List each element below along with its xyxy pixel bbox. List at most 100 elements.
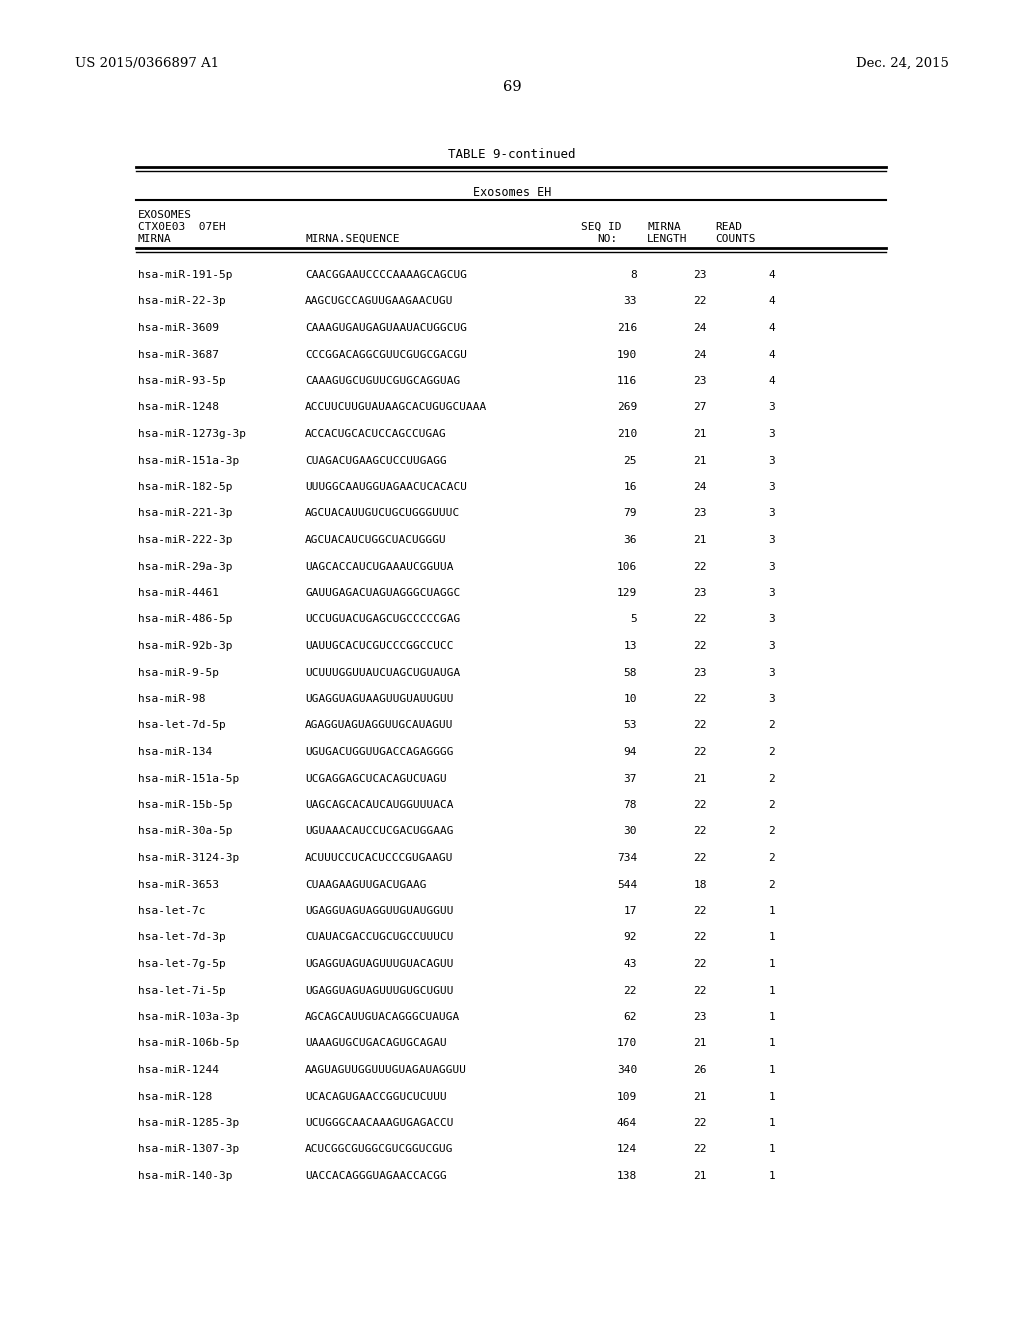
Text: Exosomes EH: Exosomes EH: [473, 186, 551, 199]
Text: 22: 22: [693, 906, 707, 916]
Text: CAAAGUGAUGAGUAAUACUGGCUG: CAAAGUGAUGAGUAAUACUGGCUG: [305, 323, 467, 333]
Text: hsa-miR-222-3p: hsa-miR-222-3p: [138, 535, 232, 545]
Text: 340: 340: [616, 1065, 637, 1074]
Text: hsa-miR-92b-3p: hsa-miR-92b-3p: [138, 642, 232, 651]
Text: 23: 23: [693, 508, 707, 519]
Text: 1: 1: [768, 960, 775, 969]
Text: CCCGGACAGGCGUUCGUGCGACGU: CCCGGACAGGCGUUCGUGCGACGU: [305, 350, 467, 359]
Text: CUAAGAAGUUGACUGAAG: CUAAGAAGUUGACUGAAG: [305, 879, 427, 890]
Text: 36: 36: [624, 535, 637, 545]
Text: hsa-miR-182-5p: hsa-miR-182-5p: [138, 482, 232, 492]
Text: Dec. 24, 2015: Dec. 24, 2015: [856, 57, 949, 70]
Text: UCACAGUGAACCGGUCUCUUU: UCACAGUGAACCGGUCUCUUU: [305, 1092, 446, 1101]
Text: hsa-miR-22-3p: hsa-miR-22-3p: [138, 297, 225, 306]
Text: UUUGGCAAUGGUAGAACUCACACU: UUUGGCAAUGGUAGAACUCACACU: [305, 482, 467, 492]
Text: 1: 1: [768, 1144, 775, 1155]
Text: 69: 69: [503, 81, 521, 94]
Text: 78: 78: [624, 800, 637, 810]
Text: 2: 2: [768, 747, 775, 756]
Text: 79: 79: [624, 508, 637, 519]
Text: 1: 1: [768, 1012, 775, 1022]
Text: hsa-let-7i-5p: hsa-let-7i-5p: [138, 986, 225, 995]
Text: 37: 37: [624, 774, 637, 784]
Text: 3: 3: [768, 508, 775, 519]
Text: 129: 129: [616, 587, 637, 598]
Text: EXOSOMES: EXOSOMES: [138, 210, 193, 220]
Text: 23: 23: [693, 271, 707, 280]
Text: hsa-miR-191-5p: hsa-miR-191-5p: [138, 271, 232, 280]
Text: 170: 170: [616, 1039, 637, 1048]
Text: 4: 4: [768, 350, 775, 359]
Text: 210: 210: [616, 429, 637, 440]
Text: hsa-miR-3687: hsa-miR-3687: [138, 350, 219, 359]
Text: hsa-miR-1307-3p: hsa-miR-1307-3p: [138, 1144, 240, 1155]
Text: 22: 22: [693, 1118, 707, 1129]
Text: 22: 22: [693, 800, 707, 810]
Text: hsa-miR-151a-3p: hsa-miR-151a-3p: [138, 455, 240, 466]
Text: hsa-miR-1244: hsa-miR-1244: [138, 1065, 219, 1074]
Text: TABLE 9-continued: TABLE 9-continued: [449, 148, 575, 161]
Text: 13: 13: [624, 642, 637, 651]
Text: 22: 22: [693, 694, 707, 704]
Text: 33: 33: [624, 297, 637, 306]
Text: 23: 23: [693, 668, 707, 677]
Text: UGUAAACAUCCUCGACUGGAAG: UGUAAACAUCCUCGACUGGAAG: [305, 826, 454, 837]
Text: SEQ ID: SEQ ID: [581, 222, 622, 232]
Text: 216: 216: [616, 323, 637, 333]
Text: hsa-miR-103a-3p: hsa-miR-103a-3p: [138, 1012, 240, 1022]
Text: UAGCACCAUCUGAAAUCGGUUA: UAGCACCAUCUGAAAUCGGUUA: [305, 561, 454, 572]
Text: UCUGGGCAACAAAGUGAGACCU: UCUGGGCAACAAAGUGAGACCU: [305, 1118, 454, 1129]
Text: 21: 21: [693, 1092, 707, 1101]
Text: hsa-miR-128: hsa-miR-128: [138, 1092, 212, 1101]
Text: 2: 2: [768, 826, 775, 837]
Text: hsa-let-7d-5p: hsa-let-7d-5p: [138, 721, 225, 730]
Text: hsa-miR-151a-5p: hsa-miR-151a-5p: [138, 774, 240, 784]
Text: 17: 17: [624, 906, 637, 916]
Text: 3: 3: [768, 615, 775, 624]
Text: AAGUAGUUGGUUUGUAGAUAGGUU: AAGUAGUUGGUUUGUAGAUAGGUU: [305, 1065, 467, 1074]
Text: 3: 3: [768, 535, 775, 545]
Text: hsa-miR-221-3p: hsa-miR-221-3p: [138, 508, 232, 519]
Text: 94: 94: [624, 747, 637, 756]
Text: 30: 30: [624, 826, 637, 837]
Text: 58: 58: [624, 668, 637, 677]
Text: CTX0E03  07EH: CTX0E03 07EH: [138, 222, 225, 232]
Text: UGAGGUAGUAGUUUGUGCUGUU: UGAGGUAGUAGUUUGUGCUGUU: [305, 986, 454, 995]
Text: 3: 3: [768, 482, 775, 492]
Text: 22: 22: [693, 986, 707, 995]
Text: CUAGACUGAAGCUCCUUGAGG: CUAGACUGAAGCUCCUUGAGG: [305, 455, 446, 466]
Text: 22: 22: [693, 932, 707, 942]
Text: 544: 544: [616, 879, 637, 890]
Text: UGUGACUGGUUGACCAGAGGGG: UGUGACUGGUUGACCAGAGGGG: [305, 747, 454, 756]
Text: 21: 21: [693, 429, 707, 440]
Text: hsa-let-7g-5p: hsa-let-7g-5p: [138, 960, 225, 969]
Text: UGAGGUAGUAGUUUGUACAGUU: UGAGGUAGUAGUUUGUACAGUU: [305, 960, 454, 969]
Text: UGAGGUAGUAAGUUGUAUUGUU: UGAGGUAGUAAGUUGUAUUGUU: [305, 694, 454, 704]
Text: 2: 2: [768, 853, 775, 863]
Text: hsa-miR-1273g-3p: hsa-miR-1273g-3p: [138, 429, 246, 440]
Text: NO:: NO:: [597, 234, 617, 244]
Text: hsa-miR-30a-5p: hsa-miR-30a-5p: [138, 826, 232, 837]
Text: 22: 22: [624, 986, 637, 995]
Text: CUAUACGACCUGCUGCCUUUCU: CUAUACGACCUGCUGCCUUUCU: [305, 932, 454, 942]
Text: 3: 3: [768, 587, 775, 598]
Text: 3: 3: [768, 668, 775, 677]
Text: 5: 5: [630, 615, 637, 624]
Text: 4: 4: [768, 271, 775, 280]
Text: 10: 10: [624, 694, 637, 704]
Text: 8: 8: [630, 271, 637, 280]
Text: 190: 190: [616, 350, 637, 359]
Text: ACUCGGCGUGGCGUCGGUCGUG: ACUCGGCGUGGCGUCGGUCGUG: [305, 1144, 454, 1155]
Text: 106: 106: [616, 561, 637, 572]
Text: AGAGGUAGUAGGUUGCAUAGUU: AGAGGUAGUAGGUUGCAUAGUU: [305, 721, 454, 730]
Text: 24: 24: [693, 350, 707, 359]
Text: AGCUACAUCUGGCUACUGGGU: AGCUACAUCUGGCUACUGGGU: [305, 535, 446, 545]
Text: 1: 1: [768, 986, 775, 995]
Text: 1: 1: [768, 1171, 775, 1181]
Text: AGCUACAUUGUCUGCUGGGUUUC: AGCUACAUUGUCUGCUGGGUUUC: [305, 508, 460, 519]
Text: 22: 22: [693, 747, 707, 756]
Text: 21: 21: [693, 1039, 707, 1048]
Text: hsa-miR-3653: hsa-miR-3653: [138, 879, 219, 890]
Text: 22: 22: [693, 615, 707, 624]
Text: LENGTH: LENGTH: [647, 234, 687, 244]
